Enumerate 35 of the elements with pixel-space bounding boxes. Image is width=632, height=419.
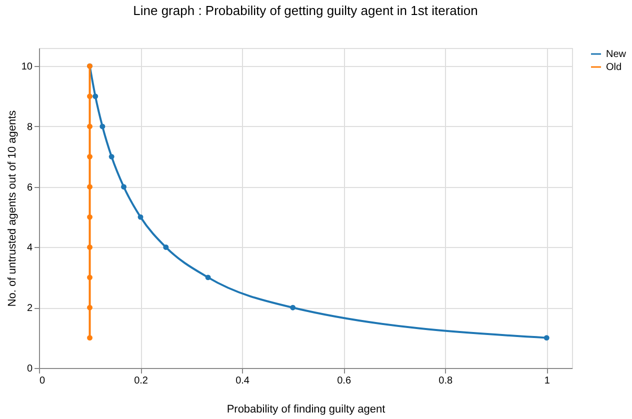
point (87, 214, 92, 220)
point (100, 124, 106, 130)
x-axis-title: Probability of finding guilty agent (226, 404, 386, 416)
point (544, 335, 550, 341)
point (121, 184, 127, 190)
y-tick-label: 6 (26, 182, 33, 194)
y-tick-label: 10 (21, 62, 33, 73)
point (87, 274, 92, 280)
y-tick-label: 0 (26, 364, 33, 374)
y-axis-title: No. of untrusted agents out of 10 agents (6, 110, 18, 307)
point (87, 94, 92, 100)
x-tick-label: 0 (40, 376, 46, 386)
point (108, 154, 114, 160)
point (205, 274, 211, 280)
legend-label: Old (606, 62, 622, 73)
point (87, 335, 92, 341)
point (290, 304, 296, 310)
chart-title: Line graph : Probability of getting guilty agent in 1st iteration (133, 3, 478, 18)
point (87, 304, 92, 310)
point (138, 214, 144, 220)
legend-label: New (606, 49, 627, 60)
x-tick-label: 1 (544, 376, 550, 386)
x-tick-label: 0.4 (236, 376, 250, 386)
point (87, 124, 92, 130)
y-tick-label: 2 (26, 303, 33, 314)
x-tick-label: 0.2 (134, 376, 148, 386)
point (163, 244, 169, 250)
point (87, 244, 92, 250)
point (87, 154, 92, 160)
x-tick-label: 0.8 (438, 376, 453, 386)
x-tick-label: 0.6 (337, 376, 352, 386)
point (92, 94, 98, 100)
point (87, 184, 92, 190)
y-tick-label: 8 (26, 122, 33, 133)
y-tick-label: 4 (26, 242, 33, 254)
